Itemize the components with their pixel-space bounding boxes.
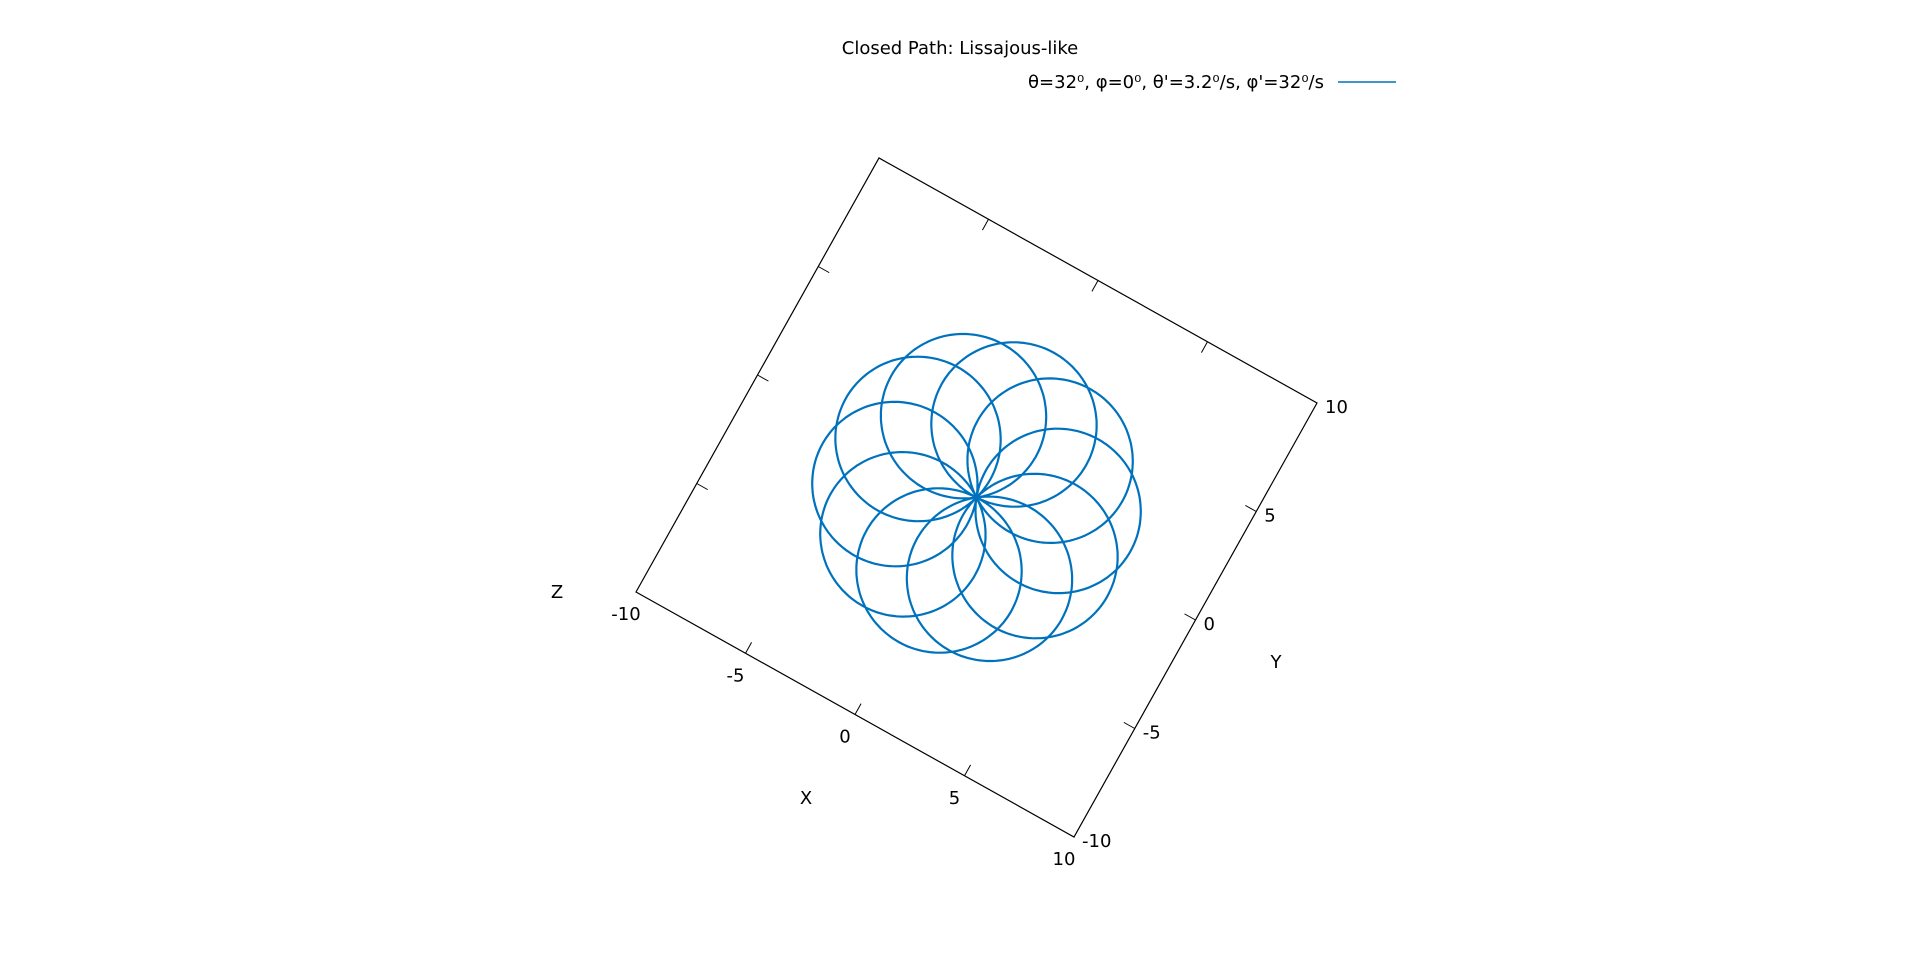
y-tick-mark [696,483,708,491]
y-tick-label: -10 [1082,831,1111,852]
x-axis-ticks: -10 -5 0 5 10 [611,219,1208,870]
y-tick-mark [1245,504,1257,512]
y-tick-label: 0 [1204,614,1215,635]
y-tick-label: 10 [1325,397,1348,418]
x-tick-label: 10 [1053,849,1076,870]
y-tick-mark [757,374,769,382]
series-curve [811,332,1142,663]
x-tick-mark [854,703,862,715]
y-tick-label: -5 [1143,723,1161,744]
x-tick-mark [745,642,753,654]
z-axis-label: Z [551,582,563,603]
x-tick-label: 0 [839,727,850,748]
y-tick-mark [818,266,830,274]
x-tick-mark [964,764,972,776]
x-tick-mark [1200,341,1208,353]
y-tick-label: 5 [1264,506,1275,527]
y-axis-ticks: -10 -5 0 5 10 [696,266,1348,852]
x-tick-mark [1091,280,1099,292]
legend: θ=32⁰, φ=0⁰, θ'=3.2⁰/s, φ'=32⁰/s [1028,72,1396,93]
x-tick-label: -10 [611,604,640,625]
legend-entry-label: θ=32⁰, φ=0⁰, θ'=3.2⁰/s, φ'=32⁰/s [1028,72,1324,93]
chart-title: Closed Path: Lissajous-like [842,38,1078,59]
y-tick-mark [1123,721,1135,729]
y-axis-label: Y [1270,652,1283,673]
x-tick-label: 5 [949,788,960,809]
x-tick-mark [981,219,989,231]
y-tick-mark [1184,613,1196,621]
x-tick-label: -5 [727,665,745,686]
plot-frame [635,157,1318,838]
x-axis-label: X [800,788,812,809]
